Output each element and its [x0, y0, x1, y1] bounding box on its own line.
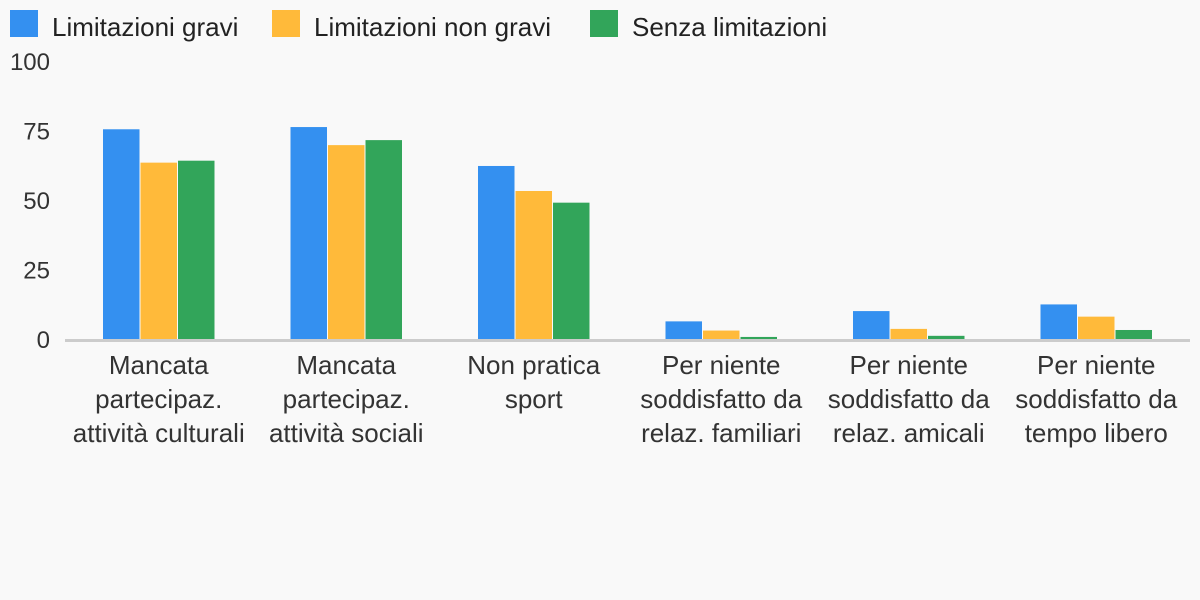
y-tick-label: 0 [37, 327, 50, 354]
legend-label-1: Limitazioni gravi [52, 12, 238, 42]
x-category-label-line: Non pratica [467, 350, 600, 380]
legend-swatch-1 [10, 10, 38, 37]
x-category-label-line: partecipaz. [95, 384, 222, 414]
legend-label-2: Limitazioni non gravi [314, 12, 551, 42]
y-axis: 0 25 50 75 100 [10, 49, 50, 354]
x-category-label-line: Mancata [109, 350, 209, 380]
y-tick-label: 100 [10, 49, 50, 76]
bar-2-cat-5 [890, 328, 927, 340]
bar-3-cat-6 [1115, 329, 1152, 340]
legend-swatch-3 [590, 10, 618, 37]
legend-label-3: Senza limitazioni [632, 12, 827, 42]
x-category-label-line: relaz. amicali [833, 418, 985, 448]
bar-2-cat-6 [1078, 316, 1115, 340]
x-category-label-line: attività culturali [73, 418, 245, 448]
y-tick-label: 75 [23, 119, 50, 146]
x-category-label-line: Per niente [662, 350, 781, 380]
x-category-label: Per niente soddisfatto da relaz. familiari [640, 350, 802, 448]
x-category-label-line: attività sociali [269, 418, 424, 448]
bar-1-cat-1 [103, 129, 140, 340]
x-axis: Mancata partecipaz. attività culturaliManc… [73, 350, 1178, 448]
bar-1-cat-3 [478, 165, 515, 340]
x-category-label-line: sport [505, 384, 564, 414]
bar-1-cat-2 [290, 127, 327, 340]
x-category-label-line: soddisfatto da [640, 384, 802, 414]
bar-3-cat-2 [365, 140, 402, 340]
x-category-label-line: Per niente [849, 350, 968, 380]
x-category-label-line: relaz. familiari [641, 418, 801, 448]
bar-3-cat-4 [740, 336, 777, 340]
x-category-label-line: tempo libero [1025, 418, 1168, 448]
bar-3-cat-1 [178, 160, 215, 340]
y-tick-label: 25 [23, 258, 50, 285]
bar-1-cat-4 [665, 321, 702, 340]
bar-1-cat-5 [853, 311, 890, 340]
bar-2-cat-3 [515, 190, 552, 340]
x-category-label-line: partecipaz. [283, 384, 410, 414]
x-category-label: Mancata partecipaz. attività sociali [269, 350, 424, 448]
bar-2-cat-1 [140, 162, 177, 340]
bar-3-cat-5 [928, 335, 965, 340]
bar-1-cat-6 [1040, 304, 1077, 340]
x-category-label-line: soddisfatto da [828, 384, 990, 414]
x-category-label-line: Mancata [296, 350, 396, 380]
y-tick-label: 50 [23, 188, 50, 215]
legend: Limitazioni gravi Limitazioni non gravi Se… [10, 10, 827, 42]
bars [103, 127, 1152, 340]
x-category-label: Non pratica sport [467, 350, 600, 414]
bar-3-cat-3 [553, 202, 590, 340]
bar-2-cat-4 [703, 330, 740, 340]
legend-swatch-2 [272, 10, 300, 37]
x-category-label: Mancata partecipaz. attività culturali [73, 350, 245, 448]
x-category-label: Per niente soddisfatto da tempo libero [1015, 350, 1177, 448]
x-category-label-line: Per niente [1037, 350, 1156, 380]
x-category-label-line: soddisfatto da [1015, 384, 1177, 414]
bar-2-cat-2 [328, 145, 365, 340]
x-category-label: Per niente soddisfatto da relaz. amicali [828, 350, 990, 448]
